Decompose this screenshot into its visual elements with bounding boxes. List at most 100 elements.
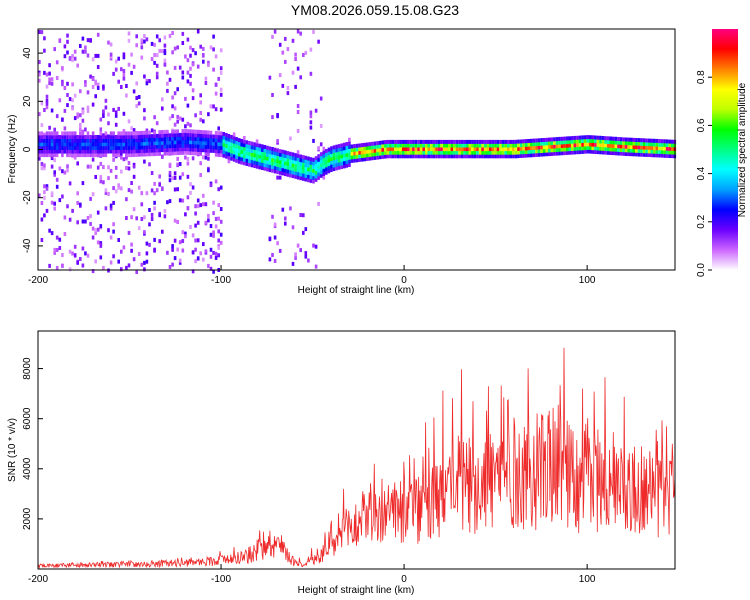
spectrogram-cell — [635, 145, 638, 150]
spectrogram-cell — [612, 143, 615, 148]
spectrogram-cell — [271, 115, 274, 120]
spectrogram-cell — [294, 84, 297, 89]
spectrogram-cell — [99, 142, 103, 147]
spectrogram-cell — [401, 150, 405, 155]
spectrogram-cell — [637, 145, 641, 150]
spectrogram-cell — [153, 152, 156, 157]
spectrogram-cell — [196, 256, 200, 261]
spectrogram-cell — [194, 238, 197, 243]
spectrogram-cell — [499, 154, 502, 159]
spectrogram-cell — [404, 154, 408, 159]
spectrogram-cell — [550, 144, 554, 149]
spectrogram-cell — [235, 137, 238, 142]
spectrogram-cell — [394, 143, 397, 148]
spectrogram-cell — [394, 154, 397, 159]
spectrogram-cell — [109, 42, 113, 47]
spectrogram-cell — [512, 143, 515, 148]
spectrogram-cell — [653, 153, 656, 158]
spectrogram-cell — [466, 154, 469, 159]
spectrogram-cell — [237, 159, 241, 164]
spectrogram-cell — [427, 139, 431, 144]
spectrogram-cell — [642, 142, 646, 146]
spectrogram-cell — [73, 145, 77, 150]
spectrogram-cell — [81, 138, 85, 143]
spectrogram-cell — [332, 152, 336, 157]
spectrogram-cell — [168, 147, 172, 152]
spectrogram-cell — [45, 145, 49, 150]
spectrogram-cell — [212, 211, 215, 216]
spectrogram-cell — [319, 173, 323, 178]
spectrogram-cell — [240, 149, 243, 154]
spectrogram-cell — [137, 95, 141, 99]
spectrogram-cell — [209, 130, 213, 135]
spectrogram-cell — [286, 161, 290, 166]
spectrogram-cell — [442, 150, 446, 155]
spectrogram-cell — [432, 143, 436, 148]
spectrogram-cell — [150, 57, 154, 61]
spectrogram-cell — [499, 147, 502, 152]
spectrogram-cell — [125, 166, 128, 170]
spectrogram-cell — [186, 150, 190, 155]
spectrogram-cell — [614, 151, 618, 156]
colorbar-gradient — [712, 29, 738, 270]
spectrogram-cell — [558, 151, 561, 156]
spectrogram-cell — [186, 58, 190, 63]
spectrogram-cell — [348, 152, 351, 157]
spectrogram-cell — [171, 104, 174, 109]
spectrogram-cell — [358, 147, 361, 152]
spectrogram-cell — [478, 143, 482, 148]
spectrogram-cell — [522, 150, 525, 155]
spectrogram-cell — [317, 154, 320, 159]
spectrogram-cell — [314, 156, 318, 161]
spectrogram-cell — [507, 143, 510, 148]
spectrogram-cell — [219, 138, 223, 143]
spectrogram-cell — [96, 165, 100, 170]
spectrogram-cell — [312, 168, 315, 173]
spectrogram-cell — [527, 153, 531, 158]
spectrogram-cell — [314, 163, 318, 168]
spectrogram-cell — [245, 154, 249, 159]
spectrogram-cell — [214, 54, 218, 59]
spectrogram-cell — [527, 149, 531, 154]
spectrogram-cell — [173, 143, 177, 148]
spectrogram-cell — [671, 146, 674, 151]
spectrogram-cell — [132, 138, 136, 143]
spectrogram-cell — [319, 142, 323, 147]
spectrogram-cell — [178, 175, 182, 180]
spectrogram-cell — [63, 126, 67, 131]
spectrogram-cell — [132, 89, 136, 94]
spectrogram-cell — [96, 145, 100, 150]
spectrogram-cell — [243, 161, 246, 166]
spectrogram-cell — [127, 142, 131, 147]
spectrogram-cell — [184, 231, 187, 236]
spectrogram-cell — [104, 145, 108, 150]
spectrogram-cells — [38, 29, 677, 274]
colorbar-label: Normalized spectral amplitude — [737, 82, 748, 217]
spectrogram-cell — [350, 155, 354, 160]
spectrogram-cell — [43, 213, 46, 218]
spectrogram-cell — [137, 138, 141, 143]
spectrogram-cell — [191, 233, 195, 238]
spectrogram-cell — [135, 81, 138, 86]
spectrogram-cell — [176, 247, 179, 252]
spectrogram-cell — [204, 152, 208, 156]
spectrogram-cell — [302, 158, 305, 163]
spectrogram-cell — [86, 142, 90, 147]
spectrogram-cell — [202, 119, 205, 124]
spectrogram-cell — [276, 162, 279, 167]
spectrogram-cell — [176, 45, 179, 50]
spectrogram-cell — [419, 154, 423, 159]
spectrogram-cell — [481, 154, 484, 159]
spectrogram-cell — [589, 135, 592, 140]
spectrogram-cell — [368, 156, 372, 161]
spectrogram-cell — [79, 257, 82, 261]
spectrogram-cell — [289, 159, 292, 163]
spectrogram-cell — [409, 154, 413, 159]
spectrogram-cell — [437, 150, 441, 155]
spectrogram-cell — [371, 156, 374, 161]
spectrogram-cell — [442, 139, 446, 144]
spectrogram-cell — [360, 143, 364, 148]
spectrogram-cell — [622, 144, 625, 149]
spectrogram-cell — [86, 164, 90, 169]
spectrogram-cell — [309, 114, 313, 119]
